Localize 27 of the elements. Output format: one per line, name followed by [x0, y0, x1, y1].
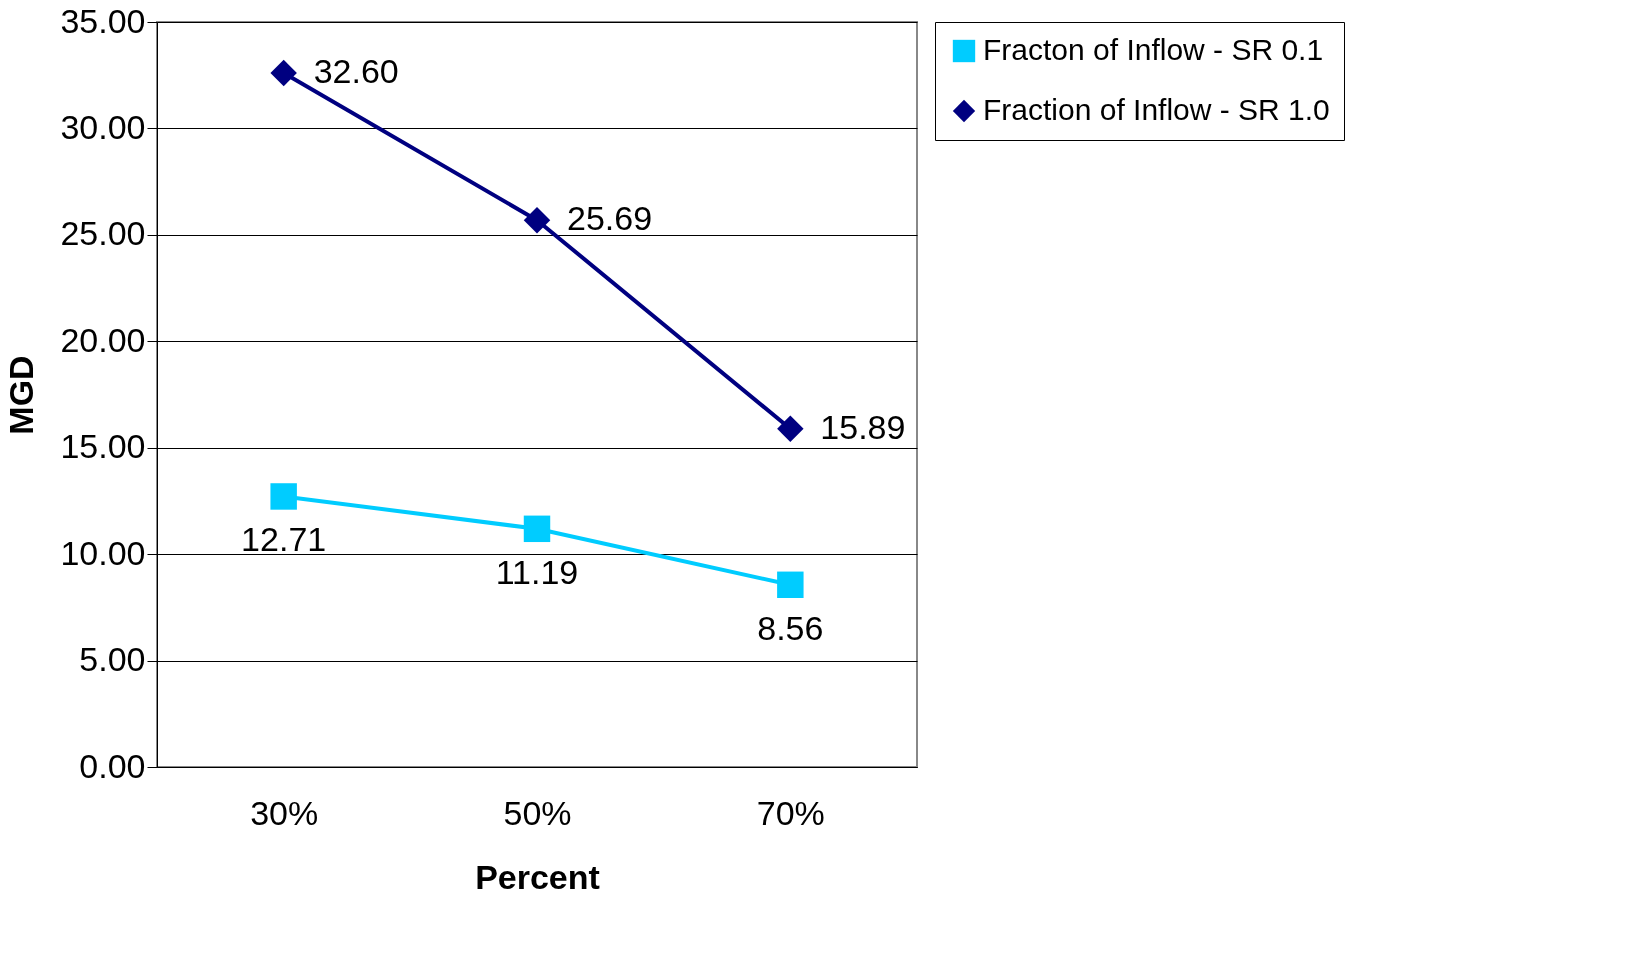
data-label: 8.56: [757, 608, 824, 647]
data-label: 32.60: [313, 52, 399, 91]
data-label: 25.69: [567, 199, 653, 238]
data-label: 11.19: [495, 552, 579, 591]
y-tick-label: 10.00: [60, 533, 146, 572]
data-label: 12.71: [241, 520, 327, 559]
x-axis-title: Percent: [475, 857, 600, 896]
legend-label: Fraction of Inflow - SR 1.0: [983, 93, 1330, 126]
x-tick-label: 50%: [503, 793, 572, 832]
y-tick-label: 30.00: [60, 107, 146, 146]
y-tick-label: 20.00: [60, 320, 146, 359]
data-label: 15.89: [820, 407, 906, 446]
y-tick-label: 0.00: [79, 746, 146, 785]
x-tick-label: 30%: [250, 793, 319, 832]
point: [523, 206, 551, 234]
y-tick-label: 5.00: [79, 640, 146, 679]
y-tick-label: 25.00: [60, 214, 146, 253]
y-axis-title: MGD: [2, 355, 41, 435]
x-tick-label: 70%: [756, 793, 825, 832]
point: [270, 483, 297, 510]
y-tick-label: 15.00: [60, 427, 146, 466]
point: [777, 415, 804, 442]
point: [777, 571, 804, 599]
point: [270, 59, 297, 87]
point: [523, 515, 551, 543]
y-tick-label: 35.00: [60, 1, 146, 40]
legend-label: Fracton of Inflow - SR 0.1: [983, 33, 1324, 66]
